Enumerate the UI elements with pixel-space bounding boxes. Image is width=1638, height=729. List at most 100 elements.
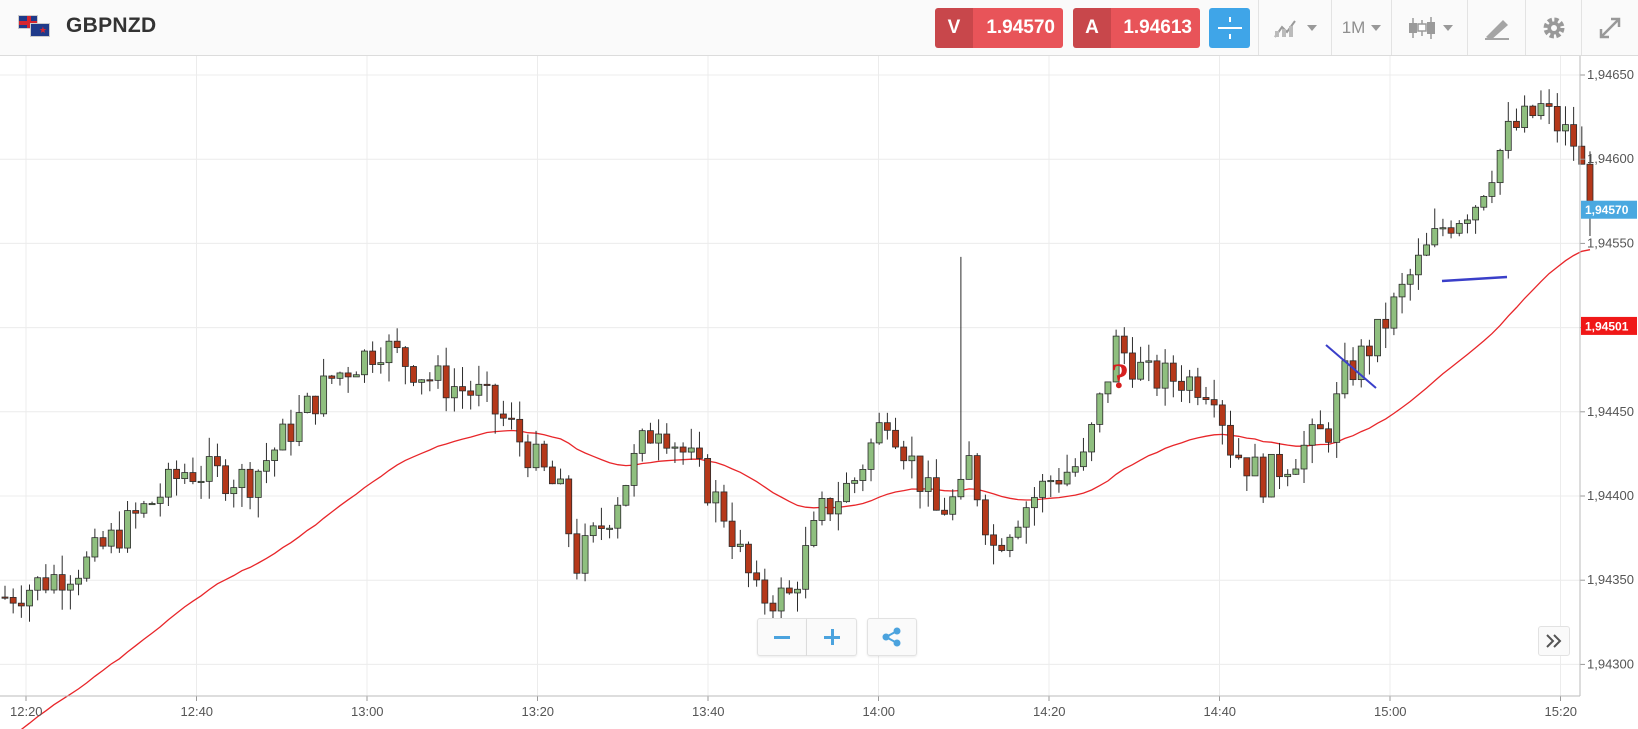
share-button[interactable] <box>867 618 917 656</box>
candle-body <box>263 460 270 472</box>
candle-body <box>418 379 426 383</box>
candle-body <box>1088 424 1096 453</box>
current-price-tag-bg <box>1581 200 1637 219</box>
candle-body <box>1553 106 1561 132</box>
candle-body <box>393 340 401 349</box>
candle-body <box>189 472 197 482</box>
candle-body <box>148 503 156 506</box>
candle-body <box>802 545 810 590</box>
minus-icon <box>774 636 790 639</box>
candle-body <box>1055 480 1063 485</box>
candle-body <box>1415 254 1422 276</box>
candle-style-button[interactable] <box>1391 0 1467 55</box>
settings-button[interactable] <box>1525 0 1581 55</box>
candle-body <box>965 455 973 480</box>
candle-body <box>491 384 499 415</box>
candle-body <box>271 449 279 461</box>
candle-body <box>973 455 981 501</box>
candle-body <box>1169 362 1177 382</box>
candle-body <box>1 596 9 599</box>
scroll-right-button[interactable] <box>1538 626 1570 656</box>
x-tick-label: 13:40 <box>692 704 725 719</box>
candle-body <box>312 395 319 415</box>
candle-body <box>328 375 336 379</box>
chart-axes: 1,946501,946001,945501,945001,944501,944… <box>0 56 1637 719</box>
candle-body <box>442 365 450 399</box>
chart-type-button[interactable] <box>1258 0 1331 55</box>
candle-body <box>1243 457 1251 477</box>
candle-body <box>990 534 997 546</box>
candle-body <box>1178 380 1185 391</box>
candle-body <box>1423 244 1430 256</box>
x-tick-label: 14:20 <box>1033 704 1066 719</box>
instrument-header: GBPNZD <box>18 14 156 38</box>
candle-body <box>34 577 42 591</box>
candle-body <box>598 525 605 529</box>
candle-body <box>761 579 769 604</box>
candle-body <box>630 452 638 486</box>
gb-nz-flag-icon <box>18 15 52 37</box>
candle-body <box>581 535 589 574</box>
crosshair-button[interactable] <box>1209 8 1250 48</box>
moving-average-line <box>20 249 1591 729</box>
zoom-in-button[interactable] <box>807 618 857 656</box>
fullscreen-button[interactable] <box>1581 0 1638 55</box>
candle-body <box>736 543 744 547</box>
candle-body <box>1504 120 1512 151</box>
candle-body <box>287 423 295 442</box>
candle-body <box>826 498 834 515</box>
moving-average-layer <box>20 249 1591 729</box>
candle-body <box>1039 480 1046 498</box>
candle-body <box>1284 473 1292 478</box>
chevron-down-icon <box>1371 24 1382 31</box>
candle-body <box>50 574 58 591</box>
candle-body <box>295 412 303 442</box>
x-tick-label: 12:20 <box>10 704 43 719</box>
candle-body <box>450 386 458 399</box>
candle-body <box>573 533 581 574</box>
candle-body <box>1292 468 1300 475</box>
candle-body <box>1276 453 1283 478</box>
candle-body <box>66 583 74 591</box>
candle-body <box>1365 345 1373 357</box>
candle-body <box>279 423 287 451</box>
chart-zoom-controls <box>757 618 917 656</box>
candle-body <box>982 499 989 536</box>
candle-body <box>1202 397 1210 401</box>
candle-body <box>75 577 82 585</box>
candle-body <box>957 478 965 498</box>
candle-body <box>883 422 891 431</box>
candle-body <box>679 446 687 453</box>
sell-button[interactable]: V 1.94570 <box>935 8 1063 48</box>
buy-label: A <box>1073 8 1111 48</box>
candle-body <box>164 468 172 498</box>
candle-body <box>222 465 229 495</box>
buy-button[interactable]: A 1.94613 <box>1073 8 1200 48</box>
candle-body <box>638 430 646 454</box>
candle-body <box>214 456 221 467</box>
share-icon <box>882 627 901 647</box>
candlestick-icon <box>1408 16 1435 39</box>
candle-body <box>1071 466 1079 473</box>
candle-body <box>230 487 238 495</box>
gear-icon <box>1543 17 1564 38</box>
candle-body <box>369 350 377 365</box>
candle-body <box>1496 149 1504 184</box>
candle-body <box>647 430 654 444</box>
timeframe-select[interactable]: 1M <box>1331 0 1391 55</box>
sell-label: V <box>935 8 973 48</box>
chevron-down-icon <box>1307 24 1317 31</box>
candle-body <box>540 443 548 468</box>
candle-body <box>1031 497 1038 509</box>
annotations-layer: ? <box>1111 275 1508 396</box>
zoom-out-button[interactable] <box>757 618 807 656</box>
drawing-tools-button[interactable] <box>1467 0 1525 55</box>
candle-body <box>728 520 736 547</box>
candle-body <box>696 447 703 459</box>
candle-body <box>720 491 728 522</box>
price-chart[interactable]: ? 1,946501,946001,945501,945001,944501,9… <box>0 56 1638 729</box>
candle-body <box>916 455 924 492</box>
candle-body <box>320 375 328 415</box>
candle-body <box>303 395 311 413</box>
annotation-question-mark: ? <box>1111 356 1129 396</box>
